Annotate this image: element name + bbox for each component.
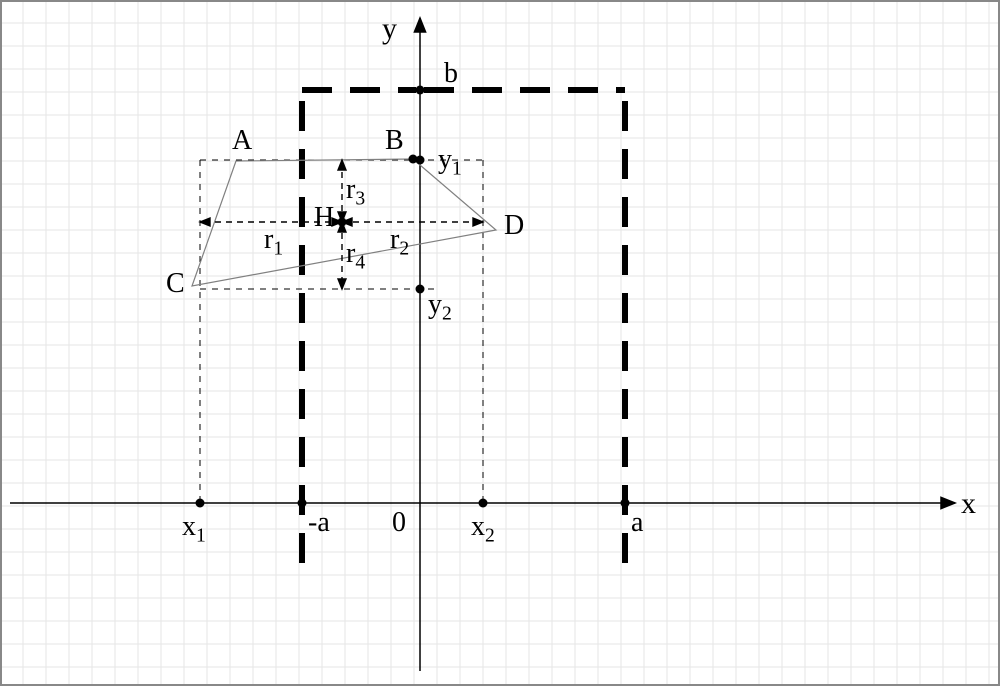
svg-layer	[0, 0, 1000, 686]
diagram-canvas: xy0-aabx1x2y1y2ABCDHr1r2r3r4	[0, 0, 1000, 686]
